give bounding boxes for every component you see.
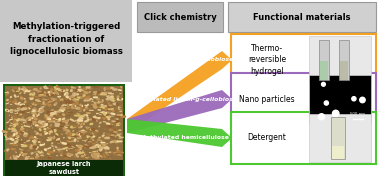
Bar xyxy=(309,36,371,84)
Bar xyxy=(319,40,329,80)
Bar xyxy=(332,146,344,159)
Bar xyxy=(231,34,376,86)
Text: Click chemistry: Click chemistry xyxy=(144,13,216,21)
Bar xyxy=(320,61,328,80)
Bar xyxy=(228,2,376,32)
Circle shape xyxy=(360,97,365,103)
Polygon shape xyxy=(127,119,232,147)
Text: Methylation-triggered
fractionation of
lignocellulosic biomass: Methylation-triggered fractionation of l… xyxy=(9,22,122,56)
Bar xyxy=(231,112,376,164)
Bar xyxy=(137,2,223,32)
Text: Methylated hemicellulose: Methylated hemicellulose xyxy=(140,136,229,141)
Bar xyxy=(231,73,376,125)
Bar xyxy=(331,117,345,159)
Circle shape xyxy=(352,97,356,101)
Bar xyxy=(5,160,123,176)
Bar xyxy=(309,75,371,123)
Text: Methylated lignin-g-cellobiose: Methylated lignin-g-cellobiose xyxy=(132,96,237,102)
Text: Methylcellulose-b-cellobiose: Methylcellulose-b-cellobiose xyxy=(135,58,234,62)
Text: 500 nm: 500 nm xyxy=(350,112,366,116)
Bar xyxy=(5,86,123,160)
Text: Japanese larch
sawdust: Japanese larch sawdust xyxy=(37,161,91,175)
Text: Thermo-
reversible
hydrogel: Thermo- reversible hydrogel xyxy=(248,44,286,76)
Circle shape xyxy=(333,110,339,117)
Bar xyxy=(340,61,348,80)
Bar xyxy=(0,0,132,82)
Circle shape xyxy=(322,82,325,86)
Bar xyxy=(339,40,349,80)
Polygon shape xyxy=(127,90,232,133)
Text: Detergent: Detergent xyxy=(248,134,287,143)
Bar xyxy=(3,84,125,176)
Circle shape xyxy=(319,114,324,120)
Circle shape xyxy=(324,101,328,105)
Bar xyxy=(309,114,371,162)
Text: Nano particles: Nano particles xyxy=(239,94,295,104)
Text: Functional materials: Functional materials xyxy=(253,13,351,21)
Polygon shape xyxy=(127,51,232,133)
